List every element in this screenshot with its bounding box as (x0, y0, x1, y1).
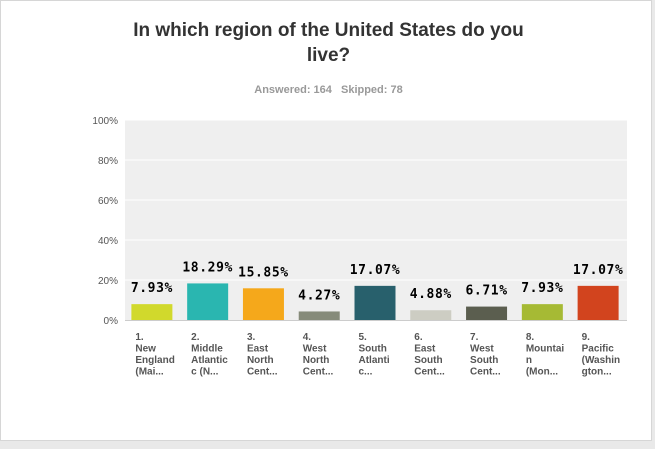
bar-value-label: 4.88% (410, 287, 452, 302)
x-category-label: Pacific (582, 344, 615, 355)
y-tick-label: 40% (98, 236, 118, 247)
x-category-label: 9. (582, 332, 591, 343)
y-tick-label: 80% (98, 156, 118, 167)
x-category-label: East (414, 344, 436, 355)
bar (242, 288, 284, 320)
x-category-label: c... (359, 367, 373, 378)
question-title-line-1: In which region of the United States do … (133, 20, 524, 41)
y-tick-label: 20% (98, 276, 118, 287)
bar-value-label: 15.85% (238, 265, 289, 280)
y-tick-label: 60% (98, 196, 118, 207)
x-category-label: 5. (359, 332, 368, 343)
x-category-label: 8. (526, 332, 535, 343)
x-category-label: West (470, 344, 494, 355)
x-category-label: 4. (303, 332, 312, 343)
x-category-label: South (414, 355, 442, 366)
x-category-label: 6. (414, 332, 423, 343)
x-category-label: (Washin (582, 355, 621, 366)
x-category-label: Mountai (526, 344, 565, 355)
bar-value-label: 17.07% (573, 263, 624, 278)
x-category-label: South (470, 355, 498, 366)
bar (187, 283, 229, 320)
x-category-label: South (359, 344, 387, 355)
x-category-label: Cent... (470, 367, 501, 378)
y-tick-label: 0% (104, 316, 119, 327)
bar (410, 310, 452, 320)
bar-value-label: 7.93% (131, 281, 173, 296)
bar-value-label: 17.07% (350, 263, 401, 278)
bar (354, 285, 396, 320)
x-category-label: North (303, 355, 330, 366)
x-category-label: 1. (135, 332, 144, 343)
x-category-label: West (303, 344, 327, 355)
skipped-count: Skipped: 78 (340, 84, 403, 96)
bar-value-label: 4.27% (298, 288, 340, 303)
x-category-label: n (526, 355, 532, 366)
x-category-label: New (135, 344, 156, 355)
bar (298, 311, 340, 320)
x-category-label: Cent... (414, 367, 445, 378)
response-stats: Answered: 164 Skipped: 78 (1, 84, 655, 96)
x-category-label: (Mon... (526, 367, 558, 378)
question-title: In which region of the United States do … (1, 18, 655, 68)
x-category-label: 3. (247, 332, 256, 343)
x-category-label: c (N... (191, 367, 218, 378)
x-category-label: gton... (582, 367, 612, 378)
x-category-label: Cent... (303, 367, 334, 378)
question-title-line-2: live? (306, 45, 351, 66)
x-category-label: 2. (191, 332, 200, 343)
bar (466, 306, 508, 320)
x-category-label: North (247, 355, 274, 366)
answered-count: Answered: 164 (254, 84, 332, 96)
bar-value-label: 18.29% (182, 260, 233, 275)
bar-value-label: 6.71% (465, 284, 507, 299)
survey-chart-card: In which region of the United States do … (0, 0, 652, 441)
bar (131, 304, 173, 320)
x-category-label: Cent... (247, 367, 278, 378)
bar (521, 304, 563, 320)
x-category-label: (Mai... (135, 367, 164, 378)
y-tick-label: 100% (92, 116, 118, 127)
bar (577, 285, 619, 320)
x-category-label: England (135, 355, 174, 366)
bar-value-label: 7.93% (521, 281, 563, 296)
x-category-label: Atlanti (359, 355, 390, 366)
x-category-label: Middle (191, 344, 223, 355)
x-category-label: Atlantic (191, 355, 228, 366)
x-category-label: 7. (470, 332, 479, 343)
x-category-label: East (247, 344, 269, 355)
